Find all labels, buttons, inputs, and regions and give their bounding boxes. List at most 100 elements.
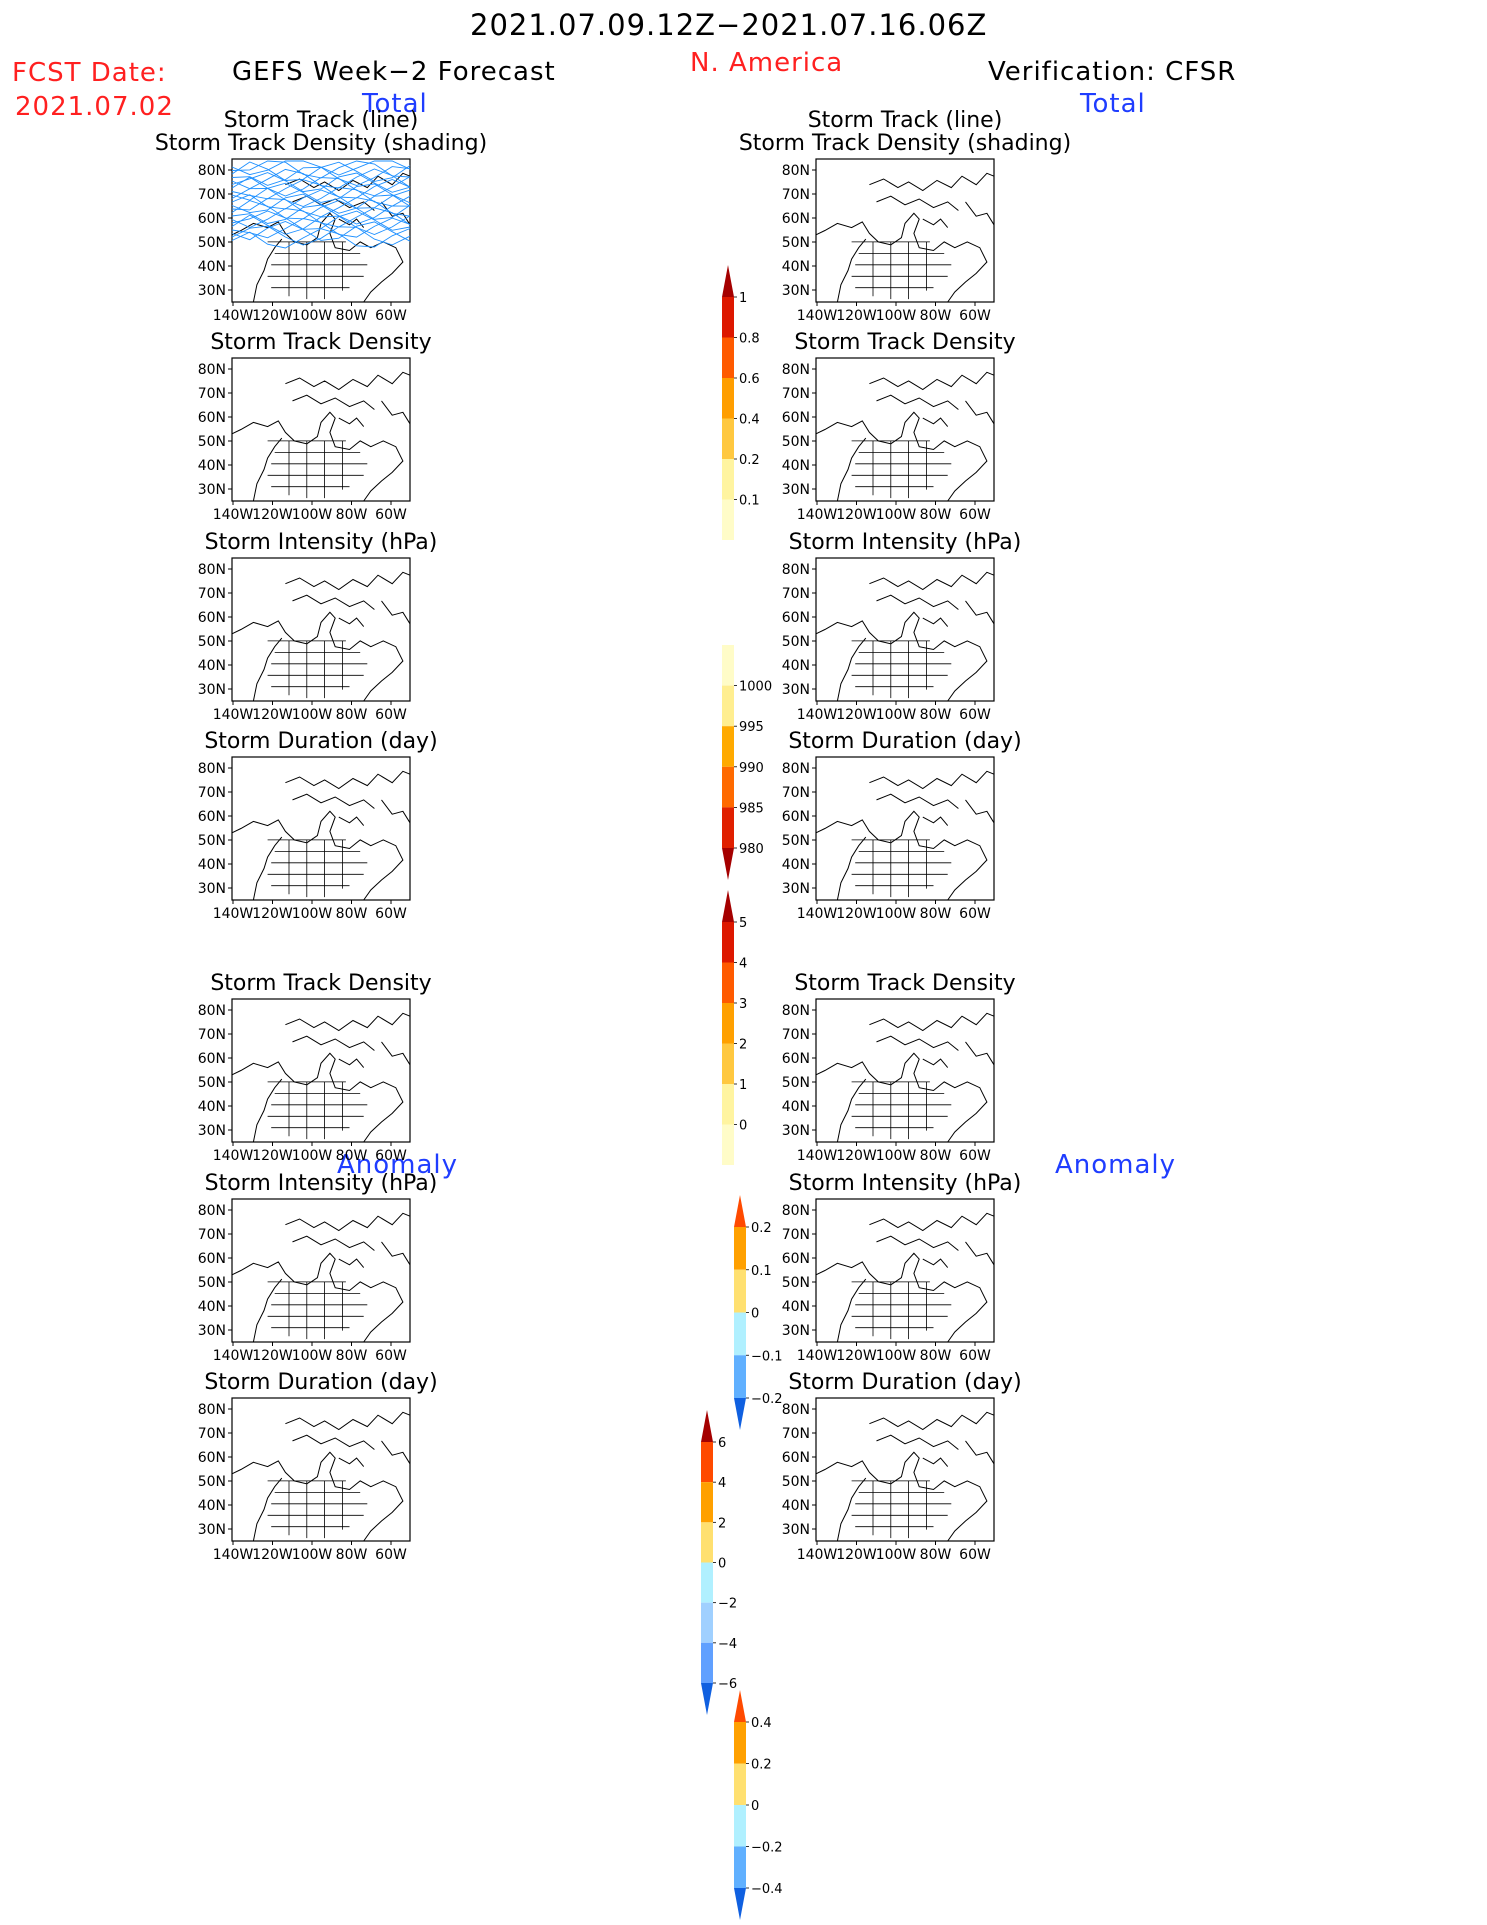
colorbar-segment bbox=[722, 418, 734, 459]
lat-label: 50N bbox=[198, 434, 226, 450]
coastline bbox=[965, 799, 995, 824]
storm-track-line bbox=[231, 193, 411, 214]
colorbar-segment bbox=[734, 1355, 746, 1398]
colorbar-label: −0.2 bbox=[751, 1841, 783, 1856]
lon-label: 60W bbox=[959, 1348, 991, 1364]
storm-track-line bbox=[231, 217, 411, 239]
colorbar-label: 0 bbox=[751, 1799, 759, 1814]
lat-label: 70N bbox=[782, 187, 810, 203]
storm-track-line bbox=[231, 179, 411, 200]
lon-label: 120W bbox=[836, 1348, 877, 1364]
lat-label: 60N bbox=[782, 610, 810, 626]
colorbar-segment bbox=[701, 1442, 713, 1483]
lat-label: 70N bbox=[782, 1227, 810, 1243]
coastline bbox=[876, 1035, 959, 1051]
colorbar-segment bbox=[722, 726, 734, 767]
colorbar-segment bbox=[701, 1602, 713, 1643]
colorbar-duration: 5 4 3 2 1 0 bbox=[722, 890, 747, 1165]
panel-title: Storm Track Density bbox=[210, 971, 431, 996]
colorbar-segment bbox=[722, 1043, 734, 1084]
colorbar-anom-duration: 0.4 0.2 0 −0.2 −0.4 bbox=[734, 1690, 783, 1920]
coastline bbox=[231, 810, 404, 901]
lon-label: 140W bbox=[797, 1148, 838, 1164]
lat-label: 50N bbox=[782, 1275, 810, 1291]
lon-label: 100W bbox=[876, 308, 917, 324]
colorbar-label: 0.4 bbox=[751, 1716, 772, 1731]
map-panel-right-2: Storm Track Density 80N 70N 60N 50N 40N 30N 140… bbox=[782, 330, 1016, 523]
coastline bbox=[869, 172, 995, 192]
lat-label: 30N bbox=[782, 482, 810, 498]
panel-title: Storm Duration (day) bbox=[204, 1370, 437, 1395]
colorbar-segment bbox=[722, 499, 734, 540]
coastline bbox=[231, 1252, 404, 1343]
lon-label: 120W bbox=[252, 1547, 293, 1563]
lat-label: 50N bbox=[782, 833, 810, 849]
coastline bbox=[922, 1457, 949, 1467]
lon-label: 100W bbox=[292, 1148, 333, 1164]
coastline bbox=[965, 1241, 995, 1266]
lat-label: 80N bbox=[782, 562, 810, 578]
coastline bbox=[815, 810, 988, 901]
colorbar-label: 0.4 bbox=[739, 413, 760, 428]
colorbar-label: 0.6 bbox=[739, 372, 760, 387]
lon-label: 60W bbox=[375, 1547, 407, 1563]
lat-label: 70N bbox=[198, 386, 226, 402]
storm-track-line bbox=[231, 172, 411, 193]
right-total-label: Total bbox=[1080, 89, 1146, 119]
colorbar-segment bbox=[722, 807, 734, 848]
lat-label: 70N bbox=[782, 586, 810, 602]
map-panel-left-2: Storm Track Density 80N 70N 60N 50N 40N 30N 140… bbox=[198, 330, 432, 523]
colorbar-intensity: 1000 995 990 985 980 bbox=[722, 645, 772, 880]
coastline bbox=[922, 1058, 949, 1068]
lon-label: 80W bbox=[336, 507, 368, 523]
coastline bbox=[285, 371, 411, 391]
coastline bbox=[381, 1440, 411, 1465]
map-panel-right-7: Storm Duration (day) 80N 70N 60N 50N 40N 30N 14… bbox=[782, 1370, 1022, 1563]
lon-label: 60W bbox=[375, 707, 407, 723]
lon-label: 140W bbox=[213, 1348, 254, 1364]
colorbar-label: −0.1 bbox=[751, 1349, 783, 1364]
lon-label: 120W bbox=[252, 707, 293, 723]
map-frame bbox=[231, 357, 411, 502]
lat-label: 60N bbox=[198, 410, 226, 426]
lon-label: 100W bbox=[292, 308, 333, 324]
colorbar-label: 1 bbox=[739, 1078, 747, 1093]
map-frame bbox=[815, 357, 995, 502]
lon-label: 80W bbox=[920, 1148, 952, 1164]
colorbar-label: 2 bbox=[739, 1038, 747, 1053]
lat-label: 60N bbox=[198, 1251, 226, 1267]
coastline bbox=[338, 617, 365, 627]
lat-label: 30N bbox=[782, 881, 810, 897]
lat-label: 80N bbox=[198, 1003, 226, 1019]
colorbar-label: 5 bbox=[739, 916, 747, 931]
colorbar-label: 980 bbox=[739, 842, 764, 857]
lat-label: 60N bbox=[782, 1251, 810, 1267]
lat-label: 50N bbox=[198, 833, 226, 849]
coastline bbox=[836, 1278, 867, 1343]
coastline bbox=[815, 611, 988, 702]
coastline bbox=[815, 411, 988, 502]
colorbar-segment bbox=[734, 1722, 746, 1764]
coastline bbox=[869, 1212, 995, 1232]
lon-label: 60W bbox=[375, 1348, 407, 1364]
map-panel-left-3: Storm Intensity (hPa) 80N 70N 60N 50N 40N 30N 1… bbox=[198, 530, 438, 723]
map-frame bbox=[231, 557, 411, 702]
coastline bbox=[965, 400, 995, 425]
storm-track-line bbox=[231, 228, 411, 249]
lat-label: 60N bbox=[782, 410, 810, 426]
colorbar-label: 0 bbox=[739, 1119, 747, 1134]
coastline bbox=[252, 1278, 283, 1343]
lat-label: 30N bbox=[198, 283, 226, 299]
left-anomaly-label: Anomaly bbox=[337, 1150, 459, 1180]
lat-label: 80N bbox=[782, 1203, 810, 1219]
lat-label: 80N bbox=[782, 362, 810, 378]
colorbar-label: 0.2 bbox=[751, 1221, 772, 1236]
lat-label: 40N bbox=[782, 658, 810, 674]
coastline bbox=[836, 238, 867, 303]
colorbar-top-arrow bbox=[734, 1690, 746, 1722]
coastline bbox=[876, 195, 959, 211]
lon-label: 80W bbox=[336, 308, 368, 324]
coastline bbox=[252, 1078, 283, 1143]
coastline bbox=[231, 212, 404, 303]
coastline bbox=[869, 571, 995, 591]
